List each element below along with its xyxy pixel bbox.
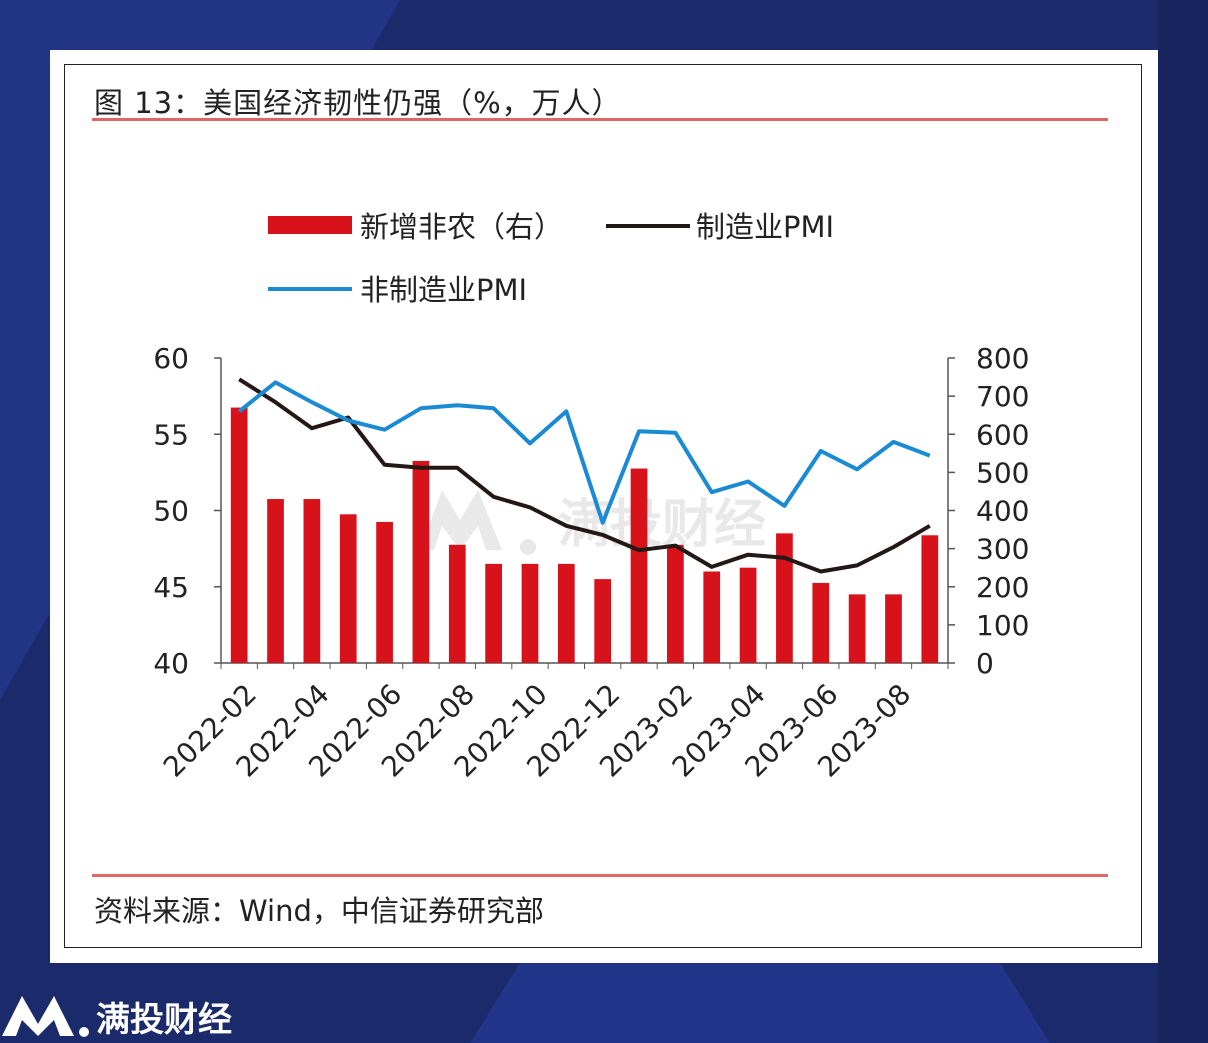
- figure-card: 图 13：美国经济韧性仍强（%，万人） 满投财经 新增非农（右） 制造业PMI …: [50, 50, 1158, 963]
- right-axis-tick-label: 100: [976, 609, 1029, 642]
- bar-nonfarm: [557, 563, 575, 663]
- bar-nonfarm: [776, 533, 793, 663]
- line-series: [237, 377, 931, 574]
- figure-frame: [64, 64, 1142, 948]
- bar-nonfarm: [812, 582, 830, 663]
- bar-nonfarm: [630, 468, 648, 663]
- bar-nonfarm: [412, 460, 430, 663]
- right-axis-tick-label: 300: [976, 533, 1029, 566]
- brand-name: 满投财经: [96, 1000, 232, 1040]
- bar-nonfarm: [448, 544, 466, 663]
- bar-nonfarm: [594, 579, 612, 663]
- watermark-logo-icon: [420, 490, 502, 550]
- right-axis-tick-label: 0: [976, 647, 994, 680]
- source-note: 资料来源：Wind，中信证券研究部: [94, 894, 544, 928]
- bar-nonfarm: [521, 563, 539, 663]
- watermark: 满投财经: [420, 490, 766, 555]
- bar-nonfarm: [885, 594, 902, 663]
- bar-nonfarm: [848, 594, 866, 663]
- bar-nonfarm: [739, 567, 757, 663]
- line-non-manufacturing-pmi: [237, 380, 931, 525]
- left-axis-tick-label: 45: [153, 571, 189, 604]
- right-axis-tick-label: 400: [976, 495, 1029, 528]
- right-axis-tick-label: 800: [976, 342, 1029, 375]
- bar-nonfarm: [667, 544, 684, 663]
- bar-nonfarm: [921, 535, 939, 663]
- bar-nonfarm: [485, 563, 502, 663]
- bg-stripe-bottom: [470, 963, 1050, 1043]
- chart: 满投财经 新增非农（右） 制造业PMI 非制造业PMI 404550556001…: [153, 210, 1029, 784]
- right-axis-tick-label: 500: [976, 456, 1029, 489]
- bar-series: [230, 407, 939, 663]
- left-axis-tick-label: 50: [153, 495, 189, 528]
- line-manufacturing-pmi: [238, 377, 931, 574]
- left-axis-tick-label: 40: [153, 647, 189, 680]
- brand-footer: 满投财经: [0, 990, 300, 1040]
- right-axis-tick-label: 700: [976, 380, 1029, 413]
- watermark-text: 满投财经: [558, 495, 766, 555]
- brand-logo-icon: [2, 996, 89, 1037]
- bar-nonfarm: [339, 514, 357, 663]
- left-axis-tick-label: 60: [153, 342, 189, 375]
- bar-nonfarm: [230, 407, 248, 663]
- legend-label-non-manufacturing: 非制造业PMI: [360, 273, 527, 307]
- bar-nonfarm: [376, 521, 393, 663]
- source-rule: [92, 874, 1108, 877]
- bg-stripe-right: [1158, 0, 1208, 1043]
- bar-nonfarm: [267, 499, 284, 663]
- right-axis-tick-label: 600: [976, 418, 1029, 451]
- right-axis-tick-label: 200: [976, 571, 1029, 604]
- legend-swatch-bars: [268, 216, 352, 234]
- figure-title: 图 13：美国经济韧性仍强（%，万人）: [94, 86, 622, 120]
- bar-nonfarm: [703, 571, 721, 663]
- bar-nonfarm: [303, 499, 321, 663]
- legend: 新增非农（右） 制造业PMI 非制造业PMI: [268, 210, 834, 307]
- legend-label-bars: 新增非农（右）: [360, 210, 563, 244]
- watermark-logo-dot: [520, 539, 536, 555]
- legend-label-manufacturing: 制造业PMI: [696, 210, 834, 244]
- title-rule: [92, 118, 1108, 121]
- left-axis-tick-label: 55: [153, 418, 189, 451]
